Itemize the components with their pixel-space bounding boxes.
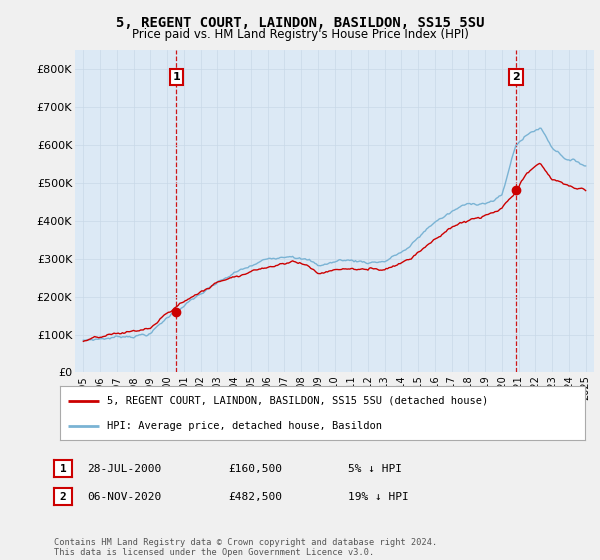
Text: 2: 2	[59, 492, 67, 502]
Text: 5% ↓ HPI: 5% ↓ HPI	[348, 464, 402, 474]
Text: 19% ↓ HPI: 19% ↓ HPI	[348, 492, 409, 502]
Text: Contains HM Land Registry data © Crown copyright and database right 2024.
This d: Contains HM Land Registry data © Crown c…	[54, 538, 437, 557]
Text: 1: 1	[172, 72, 180, 82]
Text: £160,500: £160,500	[228, 464, 282, 474]
Text: 5, REGENT COURT, LAINDON, BASILDON, SS15 5SU: 5, REGENT COURT, LAINDON, BASILDON, SS15…	[116, 16, 484, 30]
Text: 06-NOV-2020: 06-NOV-2020	[87, 492, 161, 502]
Text: 1: 1	[59, 464, 67, 474]
Text: 5, REGENT COURT, LAINDON, BASILDON, SS15 5SU (detached house): 5, REGENT COURT, LAINDON, BASILDON, SS15…	[107, 396, 488, 406]
Text: HPI: Average price, detached house, Basildon: HPI: Average price, detached house, Basi…	[107, 421, 382, 431]
Text: £482,500: £482,500	[228, 492, 282, 502]
Text: 2: 2	[512, 72, 520, 82]
Text: 28-JUL-2000: 28-JUL-2000	[87, 464, 161, 474]
Text: Price paid vs. HM Land Registry's House Price Index (HPI): Price paid vs. HM Land Registry's House …	[131, 28, 469, 41]
